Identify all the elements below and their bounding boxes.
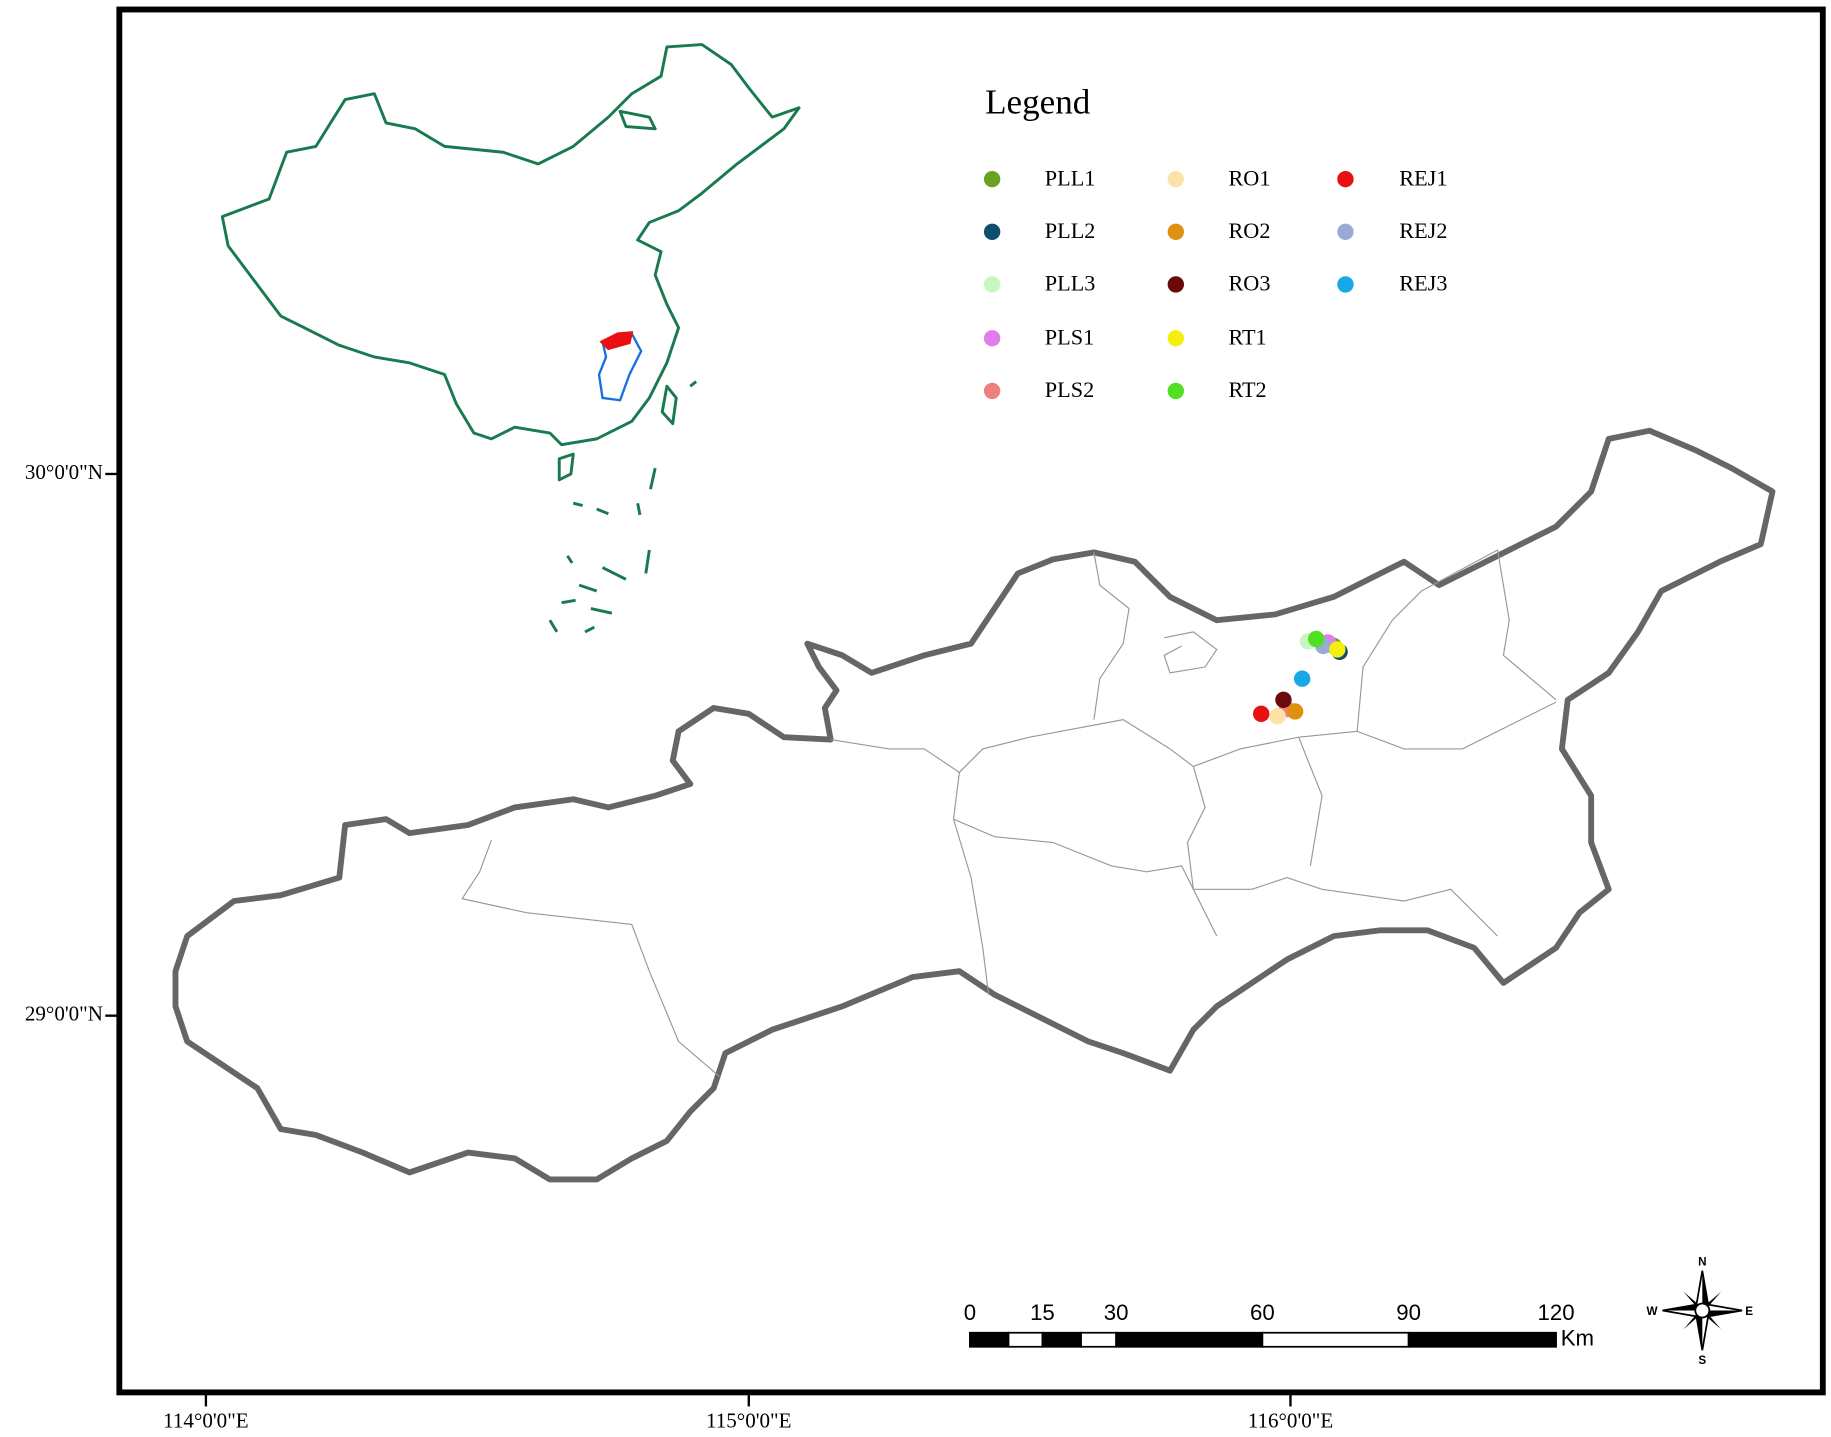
legend-swatch (1167, 170, 1185, 188)
legend-label: PLL2 (1045, 218, 1096, 243)
legend-swatch (1167, 276, 1185, 293)
legend-label: REJ2 (1399, 218, 1447, 243)
county-boundaries (461, 549, 1557, 1077)
legend-label: RT2 (1228, 377, 1266, 402)
legend-swatch (983, 223, 1001, 240)
legend-label: RO1 (1228, 165, 1270, 190)
legend-label: RT1 (1228, 325, 1266, 350)
scale-label: 90 (1396, 1300, 1421, 1325)
sample-site (1293, 670, 1311, 687)
legend-swatch (1337, 223, 1354, 240)
legend-swatch (1167, 382, 1185, 400)
legend-swatch (983, 276, 1001, 293)
legend-swatch (1167, 330, 1185, 347)
compass-s: S (1698, 1354, 1706, 1367)
sample-site (1329, 641, 1346, 658)
lon-label: 115°0'0"E (706, 1409, 792, 1433)
sample-site (1286, 703, 1304, 720)
legend-label: RO2 (1228, 218, 1270, 243)
lat-label: 30°0'0"N (25, 460, 103, 484)
sample-site (1269, 707, 1286, 725)
region-outline (172, 427, 1776, 1183)
compass: N S W E (1646, 1256, 1753, 1367)
legend-swatch (983, 170, 1001, 188)
scale-segment (1080, 1331, 1118, 1348)
legend: PLL1 PLL2 PLL3 PLS1 PLS2 RO1 RO2 RO3 RT1 RT2 REJ1 R… (983, 165, 1447, 402)
scale-segment (1041, 1331, 1082, 1348)
compass-w: W (1646, 1305, 1658, 1318)
lon-label: 114°0'0"E (163, 1409, 249, 1433)
scale-label: 120 (1538, 1300, 1575, 1325)
compass-e: E (1745, 1305, 1753, 1318)
legend-swatch (1337, 170, 1354, 188)
legend-label: PLS1 (1045, 325, 1094, 350)
sample-site (1253, 705, 1270, 723)
scale-segment (1007, 1331, 1044, 1348)
compass-n: N (1698, 1256, 1706, 1269)
legend-swatch (983, 382, 1001, 400)
legend-swatch (983, 330, 1001, 347)
sample-sites (1253, 630, 1348, 725)
legend-title: Legend (985, 82, 1091, 121)
legend-label: RO3 (1228, 271, 1270, 296)
scale-label: 30 (1104, 1300, 1129, 1325)
legend-label: PLL1 (1045, 165, 1096, 190)
lat-label: 29°0'0"N (25, 1002, 103, 1026)
graticule-labels: 30°0'0"N 29°0'0"N 114°0'0"E 115°0'0"E 116°0'… (25, 460, 1333, 1433)
legend-label: PLS2 (1045, 377, 1094, 402)
legend-label: REJ1 (1399, 165, 1447, 190)
scale-label: 15 (1030, 1300, 1055, 1325)
sample-site (1308, 630, 1325, 648)
legend-label: PLL3 (1045, 271, 1096, 296)
scale-segment (1407, 1331, 1557, 1348)
scale-label: 0 (964, 1300, 976, 1325)
scale-segment (969, 1331, 1010, 1348)
inset-study-area (599, 331, 634, 351)
scale-unit: Km (1561, 1326, 1594, 1351)
legend-label: REJ3 (1399, 271, 1447, 296)
legend-swatch (1167, 223, 1185, 240)
lon-label: 116°0'0"E (1248, 1409, 1334, 1433)
scale-segment (1115, 1331, 1264, 1348)
inset-province (597, 332, 643, 402)
sample-site (1275, 691, 1292, 708)
legend-swatch (1337, 276, 1354, 293)
inset-china (220, 43, 801, 634)
scale-label: 60 (1250, 1300, 1275, 1325)
scale-segment (1261, 1331, 1410, 1348)
